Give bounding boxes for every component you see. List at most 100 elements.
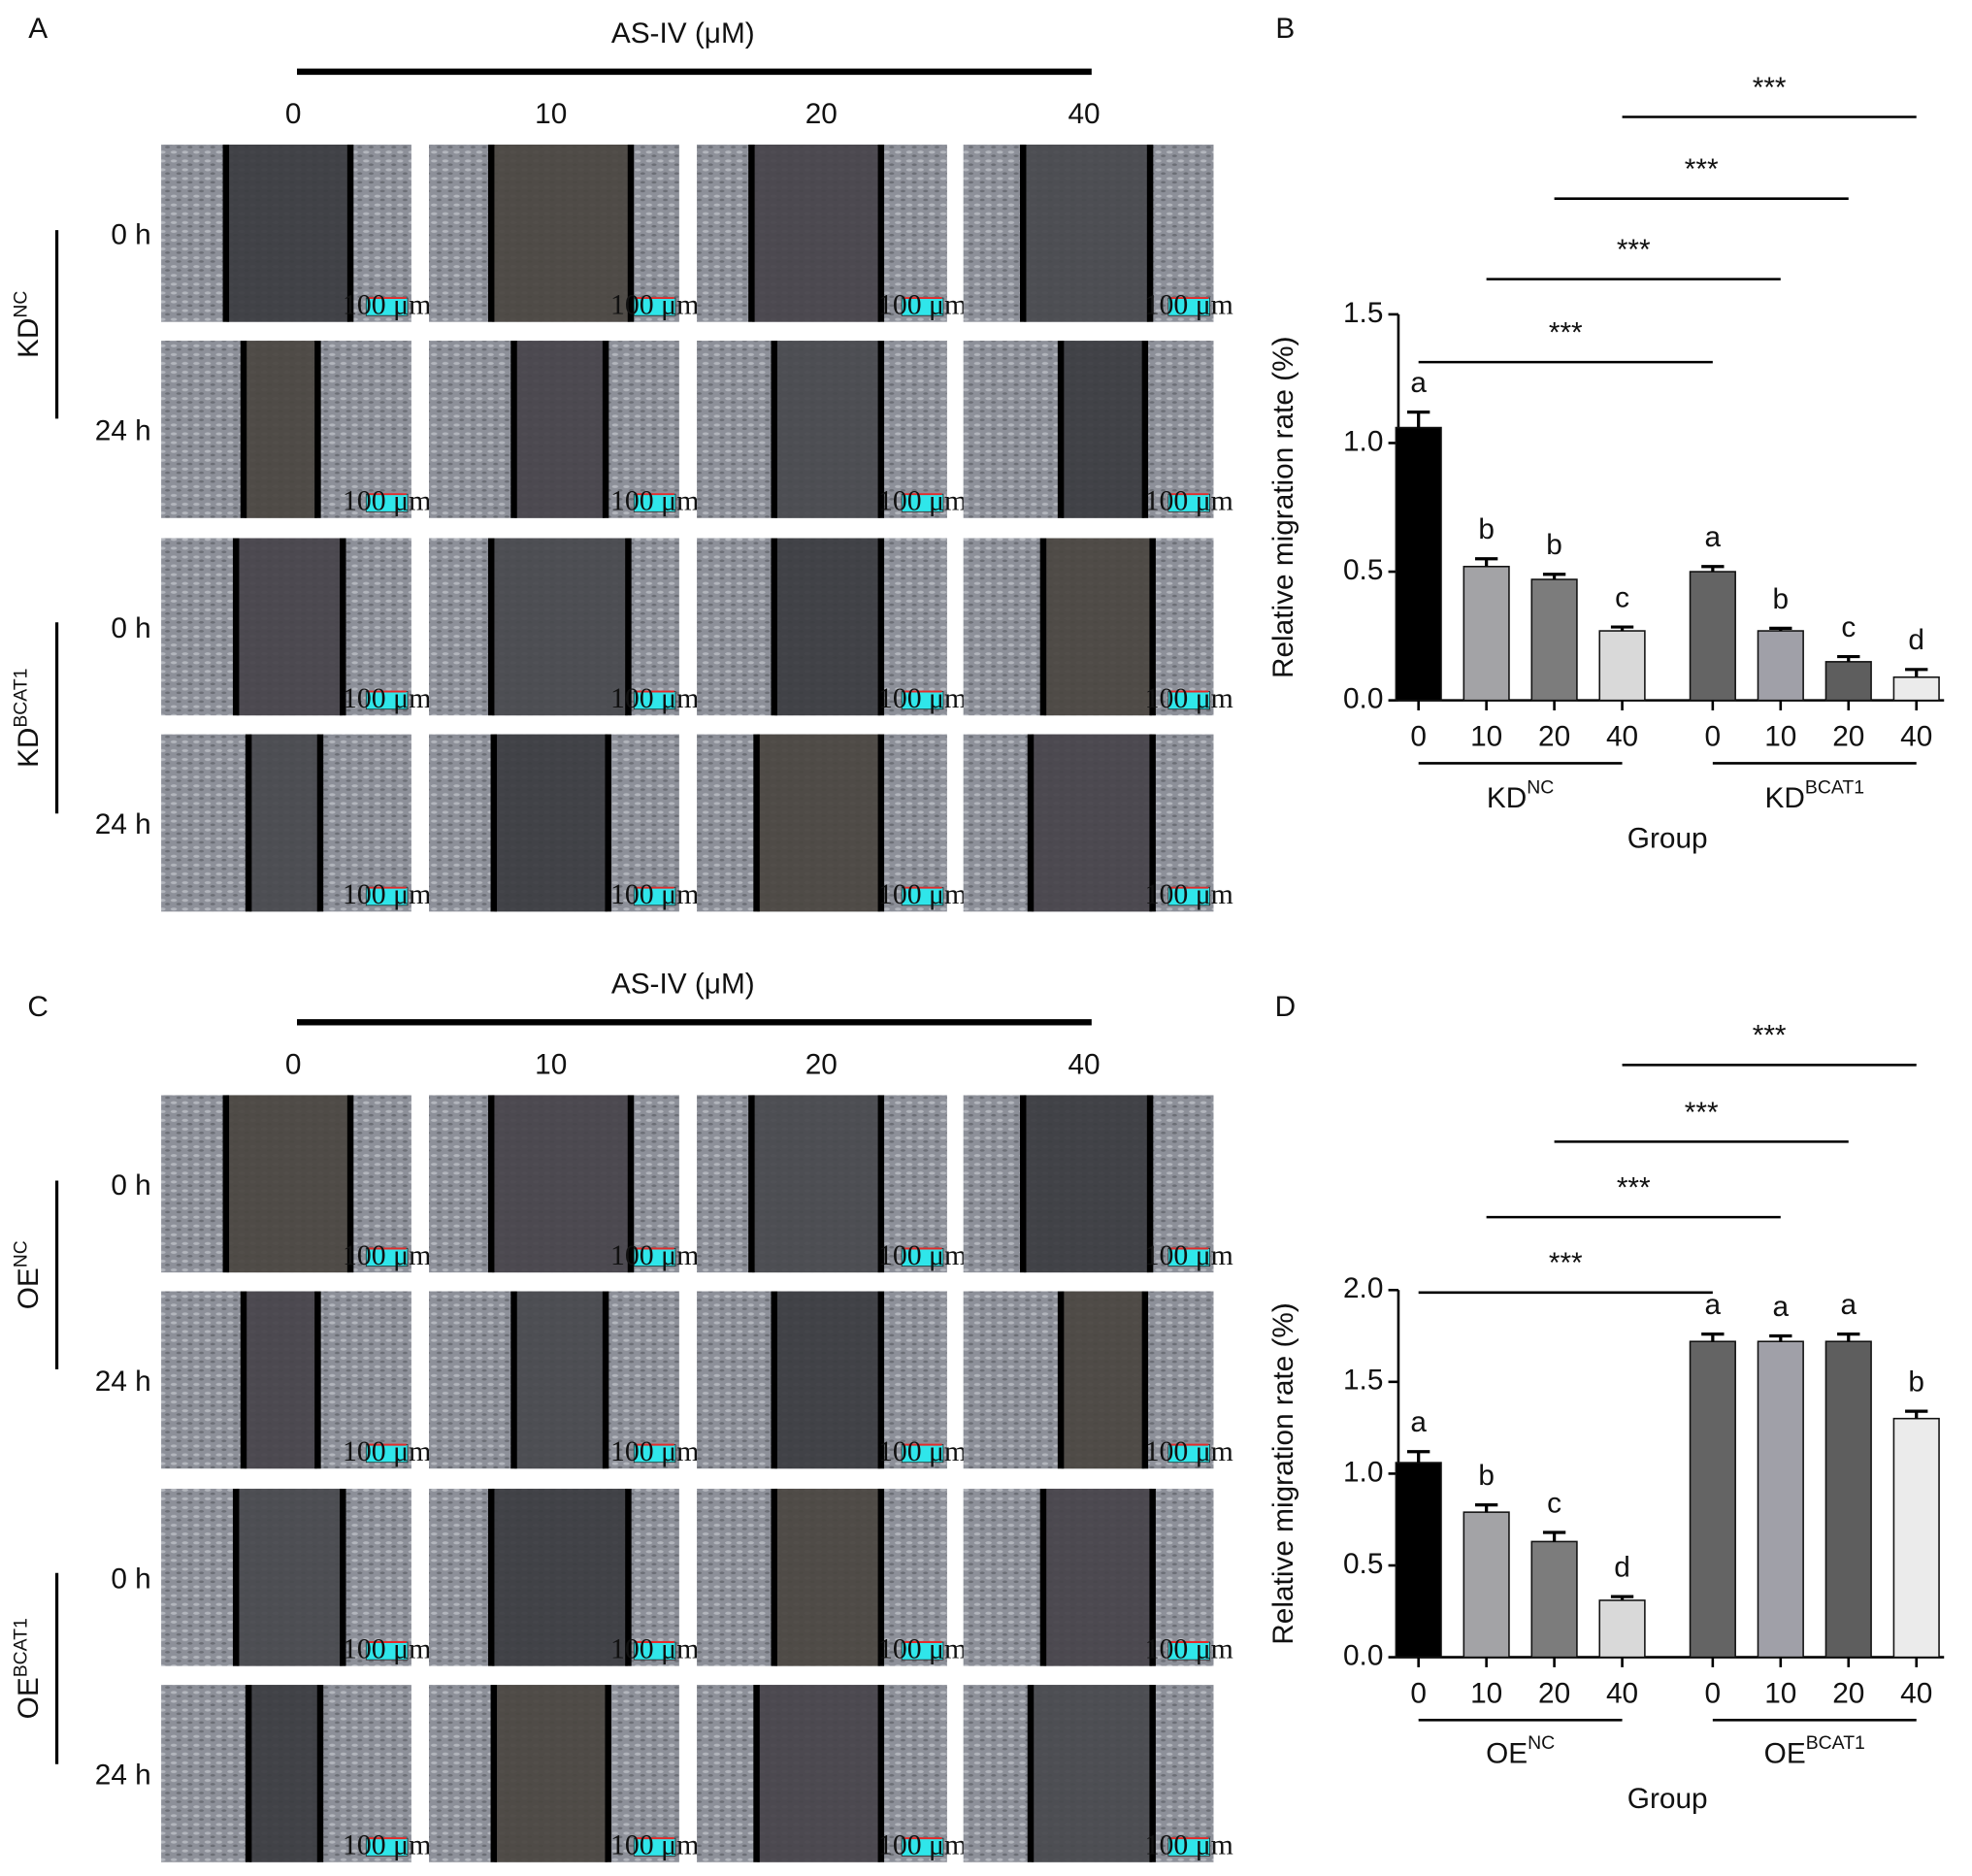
scale-text: 100 μm (610, 1829, 699, 1861)
error-bar (1769, 1333, 1792, 1342)
scale-text: 100 μm (343, 1239, 431, 1271)
bar (1395, 1462, 1442, 1659)
x-tick-label: 0 (1705, 720, 1722, 752)
significance-letter: a (1840, 1289, 1857, 1321)
wound-gap (226, 144, 350, 322)
wound-gap (774, 538, 881, 716)
gap-edge (490, 734, 498, 912)
gap-edge (877, 734, 885, 912)
gap-edge (877, 1488, 885, 1666)
gap-edge (753, 1685, 760, 1862)
scale-text: 100 μm (1145, 289, 1233, 321)
significance-stars: *** (1753, 72, 1787, 104)
y-tick-label: 1.5 (1343, 1365, 1383, 1397)
scale-text: 100 μm (878, 485, 967, 517)
gap-edge (340, 538, 346, 716)
wound-gap (491, 1095, 631, 1273)
x-tick-label: 20 (1832, 1677, 1864, 1709)
scale-text: 100 μm (1145, 682, 1233, 714)
group-label: KDBCAT1 (10, 669, 45, 769)
gap-edge (232, 538, 240, 716)
group-label: OENC (1486, 1732, 1555, 1769)
gap-edge (316, 734, 324, 912)
significance-letter: b (1773, 583, 1790, 615)
error-bar (1769, 626, 1792, 632)
panel-label: B (1275, 13, 1295, 45)
significance-letter: b (1478, 1460, 1495, 1492)
gap-edge (602, 341, 609, 518)
group-label-base: OE (1764, 1737, 1806, 1769)
gap-edge (1019, 1095, 1027, 1273)
gap-edge (222, 144, 230, 322)
gap-edge (510, 341, 517, 518)
significance-stars: *** (1753, 1020, 1787, 1052)
error-bar (1474, 1502, 1498, 1513)
wound-gap (514, 341, 606, 518)
y-tick-label: 2.0 (1343, 1272, 1383, 1304)
scale-text: 100 μm (343, 485, 431, 517)
time-label: 24 h (95, 1760, 151, 1792)
significance-letter: a (1705, 521, 1722, 553)
group-label-base: KD (1487, 782, 1527, 814)
x-tick-label: 40 (1606, 720, 1638, 752)
scale-text: 100 μm (610, 1239, 699, 1271)
significance-letter: b (1478, 513, 1495, 545)
significance-letter: d (1908, 624, 1924, 656)
gap-edge (1146, 1095, 1154, 1273)
gap-edge (240, 1291, 247, 1469)
group-label-base: KD (13, 728, 45, 768)
x-axis-label: Group (1627, 1783, 1708, 1815)
scale-text: 100 μm (343, 289, 431, 321)
scale-text: 100 μm (878, 1435, 967, 1467)
group-label-base: OE (1486, 1737, 1528, 1769)
bar (1463, 565, 1510, 702)
time-label: 24 h (95, 1366, 151, 1398)
significance-letter: a (1705, 1289, 1722, 1321)
significance-stars: *** (1617, 1171, 1651, 1203)
gap-edge (605, 734, 611, 912)
gap-edge (346, 144, 354, 322)
scale-text: 100 μm (343, 878, 431, 910)
wound-gap (752, 144, 881, 322)
wound-gap (1031, 1685, 1153, 1862)
group-label-sup: NC (1528, 1732, 1555, 1754)
gap-edge (877, 538, 885, 716)
gap-edge (1027, 1685, 1035, 1862)
wound-gap (491, 144, 631, 322)
dose-label: 20 (805, 98, 838, 130)
wound-gap (1023, 144, 1150, 322)
scale-text: 100 μm (878, 1829, 967, 1861)
dose-label: 20 (805, 1049, 838, 1081)
x-tick-label: 40 (1900, 720, 1932, 752)
gap-edge (245, 1685, 252, 1862)
gap-edge (627, 144, 635, 322)
y-axis-label: Relative migration rate (%) (1267, 1302, 1299, 1645)
significance-stars: *** (1617, 234, 1651, 266)
scale-text: 100 μm (878, 1633, 967, 1665)
x-tick-label: 40 (1900, 1677, 1932, 1709)
gap-edge (877, 144, 885, 322)
group-label-sup: NC (1527, 776, 1554, 798)
error-bar (1905, 1409, 1928, 1419)
x-tick-label: 0 (1410, 720, 1427, 752)
group-label: KDBCAT1 (1765, 776, 1865, 813)
gap-edge (232, 1488, 240, 1666)
dose-label: 40 (1068, 98, 1100, 130)
error-bar (1837, 654, 1860, 662)
significance-stars: *** (1685, 1097, 1719, 1129)
error-bar (1905, 668, 1928, 677)
gap-edge (245, 734, 252, 912)
gap-edge (316, 1685, 324, 1862)
scale-text: 100 μm (878, 1239, 967, 1271)
wound-gap (774, 1488, 881, 1666)
gap-edge (487, 144, 495, 322)
gap-edge (748, 1095, 755, 1273)
wound-gap (244, 341, 317, 518)
bar (1689, 1340, 1736, 1659)
gap-edge (346, 1095, 354, 1273)
time-label: 0 h (111, 612, 150, 644)
gap-edge (877, 1095, 885, 1273)
significance-letter: a (1410, 367, 1427, 399)
error-bar (1610, 1595, 1634, 1600)
